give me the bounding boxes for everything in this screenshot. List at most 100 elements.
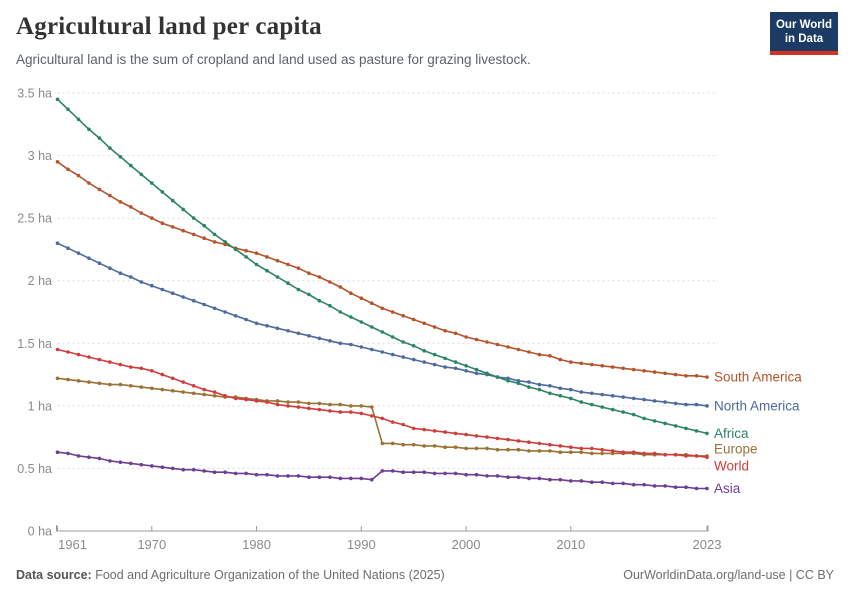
- data-point[interactable]: [286, 474, 290, 478]
- data-point[interactable]: [390, 335, 395, 339]
- data-point[interactable]: [432, 471, 437, 476]
- data-point[interactable]: [516, 475, 521, 480]
- data-point[interactable]: [76, 173, 81, 178]
- data-point[interactable]: [527, 449, 531, 453]
- data-point[interactable]: [328, 339, 332, 343]
- data-point[interactable]: [495, 447, 500, 452]
- series-label-europe[interactable]: Europe: [714, 441, 758, 456]
- data-point[interactable]: [170, 376, 175, 381]
- data-point[interactable]: [516, 379, 521, 383]
- data-point[interactable]: [307, 334, 311, 338]
- data-point[interactable]: [233, 396, 238, 401]
- data-point[interactable]: [673, 485, 678, 490]
- data-point[interactable]: [548, 391, 552, 396]
- data-point[interactable]: [202, 392, 206, 397]
- data-point[interactable]: [380, 469, 385, 473]
- data-point[interactable]: [244, 248, 248, 253]
- data-point[interactable]: [516, 347, 521, 352]
- data-point[interactable]: [705, 375, 709, 379]
- data-point[interactable]: [453, 431, 458, 436]
- series-points-asia[interactable]: [55, 450, 709, 491]
- data-point[interactable]: [485, 446, 489, 451]
- data-point[interactable]: [108, 360, 112, 364]
- data-point[interactable]: [684, 426, 688, 431]
- data-point[interactable]: [97, 136, 102, 140]
- data-point[interactable]: [652, 484, 657, 488]
- data-point[interactable]: [443, 329, 447, 333]
- data-point[interactable]: [349, 410, 353, 414]
- data-point[interactable]: [296, 266, 301, 271]
- data-point[interactable]: [579, 479, 584, 483]
- data-point[interactable]: [401, 470, 406, 475]
- data-point[interactable]: [474, 446, 479, 451]
- data-point[interactable]: [663, 452, 667, 457]
- data-point[interactable]: [474, 337, 479, 342]
- data-point[interactable]: [150, 386, 154, 391]
- data-point[interactable]: [558, 444, 563, 448]
- data-point[interactable]: [317, 475, 322, 480]
- data-point[interactable]: [202, 236, 206, 240]
- data-point[interactable]: [328, 280, 332, 284]
- data-point[interactable]: [191, 467, 196, 472]
- data-point[interactable]: [254, 251, 259, 255]
- data-point[interactable]: [66, 107, 70, 112]
- data-point[interactable]: [684, 454, 688, 458]
- data-point[interactable]: [338, 410, 343, 414]
- data-point[interactable]: [537, 387, 542, 392]
- data-point[interactable]: [590, 391, 594, 396]
- data-point[interactable]: [76, 379, 81, 383]
- data-point[interactable]: [453, 366, 458, 371]
- data-point[interactable]: [317, 407, 322, 412]
- data-point[interactable]: [673, 401, 678, 406]
- data-point[interactable]: [129, 163, 133, 168]
- data-point[interactable]: [191, 384, 196, 388]
- data-point[interactable]: [579, 446, 584, 451]
- data-point[interactable]: [537, 352, 542, 357]
- data-point[interactable]: [150, 283, 154, 288]
- data-point[interactable]: [150, 369, 154, 373]
- data-point[interactable]: [286, 281, 290, 286]
- data-point[interactable]: [464, 369, 468, 373]
- data-point[interactable]: [181, 380, 185, 384]
- data-point[interactable]: [286, 262, 290, 267]
- data-point[interactable]: [181, 295, 185, 299]
- data-point[interactable]: [191, 391, 196, 396]
- data-point[interactable]: [401, 314, 406, 318]
- data-point[interactable]: [506, 447, 510, 452]
- data-point[interactable]: [516, 381, 521, 386]
- series-label-world[interactable]: World: [714, 459, 749, 474]
- data-point[interactable]: [76, 352, 81, 357]
- data-point[interactable]: [87, 181, 91, 185]
- data-point[interactable]: [506, 376, 510, 381]
- data-point[interactable]: [97, 187, 102, 192]
- data-point[interactable]: [370, 325, 374, 329]
- data-point[interactable]: [212, 394, 217, 398]
- data-point[interactable]: [590, 451, 594, 456]
- data-point[interactable]: [359, 476, 364, 481]
- credit-link[interactable]: OurWorldinData.org/land-use | CC BY: [623, 568, 834, 582]
- data-point[interactable]: [380, 306, 385, 311]
- data-point[interactable]: [212, 306, 217, 311]
- data-point[interactable]: [390, 441, 395, 446]
- data-point[interactable]: [642, 482, 646, 487]
- data-point[interactable]: [705, 431, 709, 436]
- data-point[interactable]: [422, 360, 427, 364]
- series-label-north-america[interactable]: North America: [714, 398, 800, 413]
- data-point[interactable]: [328, 303, 332, 308]
- data-point[interactable]: [202, 469, 206, 473]
- data-point[interactable]: [548, 354, 552, 358]
- data-point[interactable]: [202, 302, 206, 307]
- data-point[interactable]: [328, 475, 332, 480]
- data-point[interactable]: [443, 471, 447, 476]
- data-point[interactable]: [108, 382, 112, 387]
- data-point[interactable]: [506, 475, 510, 480]
- data-point[interactable]: [307, 475, 311, 480]
- data-point[interactable]: [548, 384, 552, 388]
- data-point[interactable]: [569, 387, 573, 392]
- series-line-africa[interactable]: [56, 98, 708, 435]
- data-point[interactable]: [631, 396, 636, 401]
- data-point[interactable]: [296, 474, 301, 478]
- data-point[interactable]: [212, 232, 217, 237]
- series-points-south-america[interactable]: [55, 160, 709, 379]
- data-point[interactable]: [621, 481, 625, 486]
